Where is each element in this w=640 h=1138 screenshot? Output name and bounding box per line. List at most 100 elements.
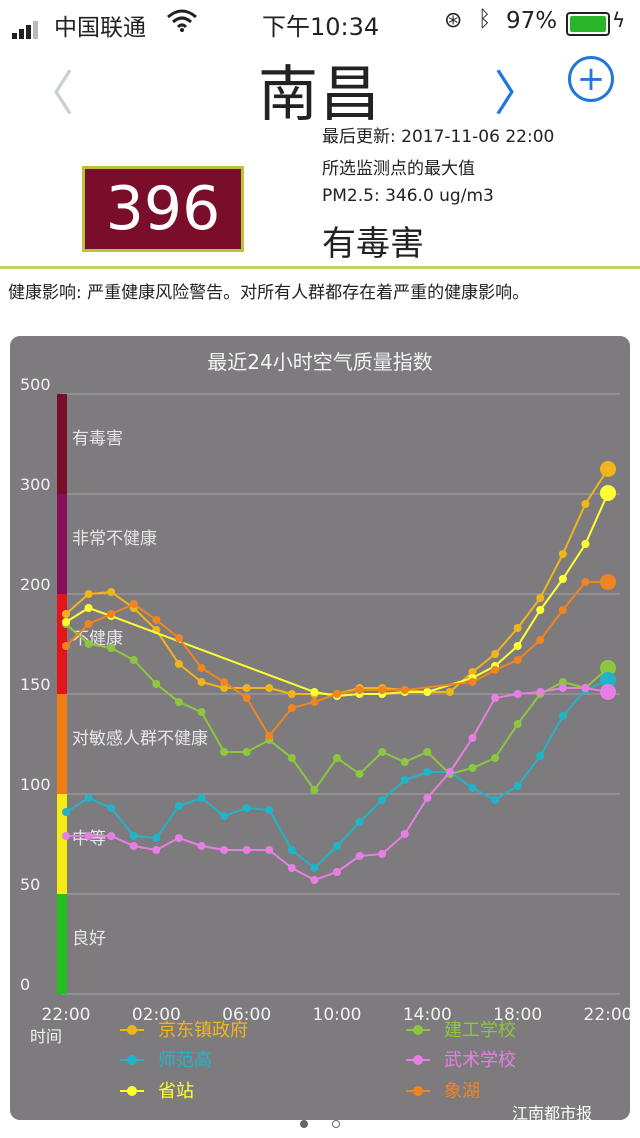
y-tick-label: 100 [20,775,51,794]
data-point [491,754,500,762]
back-chevron-icon[interactable]: 〈 [26,66,75,122]
aqi-band [57,694,67,794]
data-point [536,688,545,696]
data-point [513,782,522,790]
data-point [468,668,477,676]
band-label: 有毒害 [72,429,123,449]
data-point [600,485,616,501]
data-point [513,656,522,664]
data-point [333,868,341,876]
series-line [65,679,609,870]
y-tick-label: 0 [20,975,30,994]
legend-label: 象湖 [444,1081,480,1102]
data-point [174,834,183,842]
data-point [174,802,183,810]
data-point [445,768,454,776]
data-point [536,752,545,760]
page-dot[interactable] [332,1120,340,1128]
x-tick-label: 18:00 [493,1005,542,1025]
data-point [220,846,229,854]
watermark: 江南都市报 [512,1104,593,1123]
legend-swatch-dot [127,1086,137,1096]
battery-icon [566,12,610,36]
data-point [129,842,138,850]
data-point [491,694,500,702]
next-chevron-icon[interactable]: 〉 [494,66,543,122]
data-point [265,732,274,740]
data-point [62,610,70,618]
data-point [107,832,116,840]
data-point [513,624,522,632]
data-point [581,578,590,586]
data-point [242,846,251,854]
station-note: 所选监测点的最大值 [322,159,475,179]
last-updated: 最后更新: 2017-11-06 22:00 [322,127,555,147]
data-point [491,796,500,804]
add-city-button[interactable]: + [568,56,614,102]
data-point [129,832,138,840]
data-point [174,698,183,706]
data-point [220,748,229,756]
data-point [600,672,616,688]
data-point [400,758,409,766]
data-point [558,684,567,692]
data-point [310,688,319,696]
x-axis-label: 时间 [30,1027,62,1046]
data-point [581,540,590,548]
data-point [558,575,567,583]
data-point [423,688,432,696]
x-tick-label: 22:00 [584,1005,633,1025]
aqi-level: 有毒害 [322,224,424,264]
legend-swatch-dot [127,1025,137,1035]
orientation-lock-icon: ⊛ [444,8,463,33]
data-point [174,660,183,668]
data-point [423,748,432,756]
data-point [378,686,387,694]
data-point [152,616,161,624]
legend-label: 建工学校 [444,1020,516,1041]
aqi-band [57,794,67,894]
data-point [378,850,387,858]
data-point [242,694,251,702]
data-point [558,606,567,614]
charging-icon: ϟ [612,8,626,32]
data-point [107,588,116,596]
data-point [355,852,364,860]
data-point [287,704,296,712]
x-tick-label: 22:00 [42,1005,91,1025]
chart-title: 最近24小时空气质量指数 [207,350,433,374]
aqi-value-badge: 396 [82,166,244,252]
legend-swatch-dot [413,1086,423,1096]
data-point [558,712,567,720]
health-effect: 健康影响: 严重健康风险警告。对所有人群都存在着严重的健康影响。 [8,283,530,303]
data-point [355,770,364,778]
data-point [536,606,545,614]
data-point [355,818,364,826]
band-label: 对敏感人群不健康 [72,729,208,749]
data-point [600,574,616,590]
page-dot-active[interactable] [300,1120,308,1128]
data-point [84,604,93,612]
data-point [242,748,251,756]
data-point [355,686,364,694]
data-point [513,720,522,728]
legend-label: 省站 [158,1081,194,1102]
data-point [558,550,567,558]
data-point [152,834,161,842]
data-point [62,808,70,816]
series-line [65,492,609,698]
data-point [558,678,567,686]
city-title: 南昌 [258,60,382,130]
battery-percent: 97% [506,8,558,34]
legend-label: 武术学校 [444,1050,516,1071]
data-point [468,678,477,686]
data-point [287,864,296,872]
divider [0,266,640,269]
data-point [152,846,161,854]
data-point [600,461,616,477]
data-point [287,846,296,854]
data-point [129,600,138,608]
data-point [287,754,296,762]
data-point [220,812,229,820]
